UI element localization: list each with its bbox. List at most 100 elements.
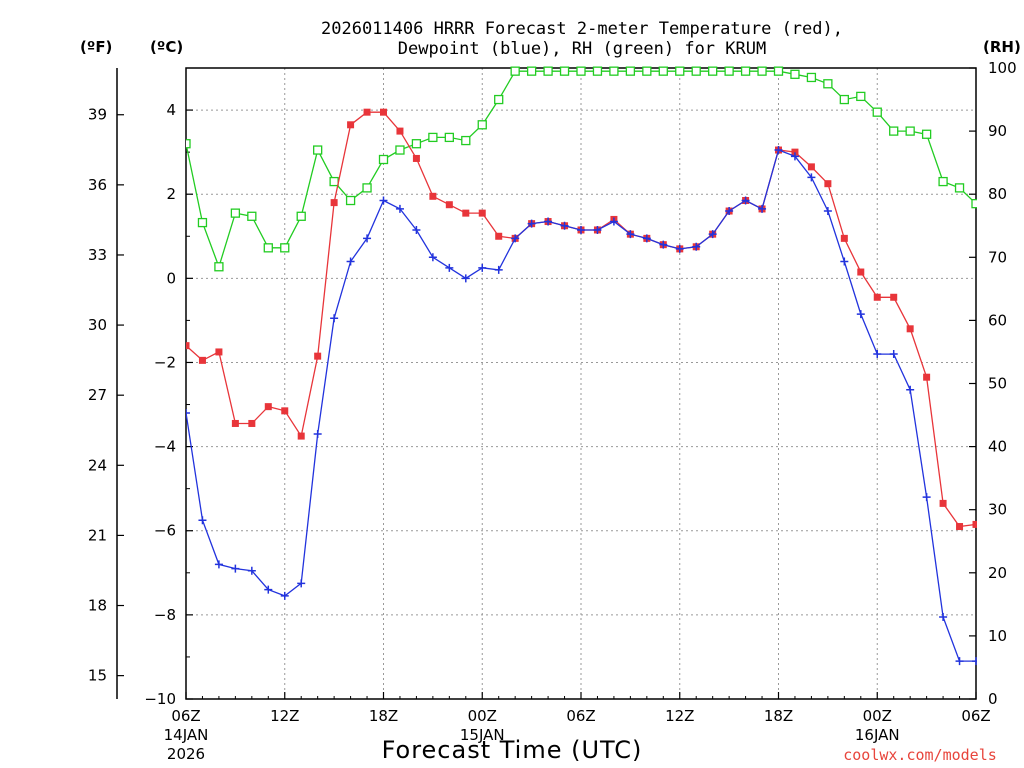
dewpoint-marker (577, 225, 585, 234)
rh-tick-label: 40 (988, 438, 1007, 456)
fahrenheit-tick-label: 24 (88, 456, 107, 474)
x-year-label: 2026 (167, 745, 205, 763)
rh-tick-label: 10 (988, 627, 1007, 645)
fahrenheit-tick-label: 18 (88, 597, 107, 615)
rh-marker (362, 183, 372, 193)
dewpoint-marker (790, 152, 799, 161)
dewpoint-marker (494, 265, 503, 274)
dewpoint-marker (280, 591, 289, 600)
celsius-tick-label: 4 (166, 101, 176, 119)
temperature-marker (281, 407, 289, 415)
dewpoint-marker (675, 244, 684, 253)
x-axis-label: Forecast Time (UTC) (382, 736, 643, 764)
rh-tick-label: 30 (988, 501, 1007, 519)
x-tick-label: 00Z (468, 707, 497, 725)
fahrenheit-tick-label: 36 (88, 176, 107, 194)
dewpoint-marker (264, 585, 273, 594)
dewpoint-marker (922, 493, 931, 502)
rh-marker (543, 66, 553, 76)
dewpoint-marker (889, 350, 898, 359)
x-date-label: 16JAN (855, 726, 900, 744)
rh-marker (296, 211, 306, 221)
dewpoint-marker (692, 242, 701, 251)
rh-marker (247, 211, 257, 221)
rh-marker (790, 69, 800, 79)
temperature-marker (462, 209, 470, 217)
rh-marker (378, 154, 389, 165)
rh-marker (526, 66, 537, 76)
rh-tick-label: 50 (988, 375, 1007, 393)
temperature-marker (495, 232, 503, 240)
dewpoint-marker (758, 204, 767, 213)
rh-marker (625, 66, 636, 76)
rh-marker (592, 66, 603, 76)
fahrenheit-tick-label: 33 (88, 246, 107, 264)
celsius-tick-label: 0 (166, 269, 176, 287)
dewpoint-marker (445, 263, 454, 272)
rh-marker (740, 66, 751, 76)
dewpoint-marker (330, 314, 339, 323)
dewpoint-marker (708, 230, 717, 239)
dewpoint-marker (379, 196, 388, 205)
rh-marker (197, 217, 208, 228)
dewpoint-marker (856, 310, 865, 319)
rh-marker (856, 91, 866, 102)
dewpoint-marker (231, 564, 240, 573)
temperature-marker (231, 419, 239, 427)
x-tick-label: 06Z (171, 707, 200, 725)
rh-marker (691, 66, 701, 76)
celsius-tick-label: −10 (144, 690, 176, 708)
celsius-tick-label: −4 (154, 438, 176, 456)
rh-marker (186, 139, 191, 149)
temperature-marker (890, 293, 898, 301)
temperature-marker (906, 325, 914, 333)
fahrenheit-tick-label: 21 (88, 526, 107, 544)
dewpoint-marker (741, 196, 750, 205)
temperature-marker (380, 108, 387, 116)
rh-marker (411, 139, 422, 149)
rh-marker (675, 66, 685, 76)
dewpoint-marker (346, 257, 355, 266)
celsius-unit-label: (ºC) (150, 38, 183, 56)
x-tick-label: 12Z (665, 707, 694, 725)
rh-marker (971, 199, 977, 209)
dewpoint-marker (906, 385, 915, 394)
temperature-marker (923, 373, 931, 381)
rh-marker (329, 176, 339, 187)
rh-marker (642, 66, 652, 76)
x-date-label: 14JAN (164, 726, 209, 744)
rh-marker (345, 195, 356, 206)
dewpoint-marker (807, 173, 816, 182)
fahrenheit-tick-label: 15 (88, 667, 107, 685)
rh-marker (263, 243, 273, 253)
temperature-marker (264, 403, 272, 411)
dewpoint-marker (609, 217, 618, 226)
rh-tick-label: 80 (988, 185, 1007, 203)
x-tick-label: 18Z (369, 707, 398, 725)
temperature-marker (186, 342, 190, 350)
rh-marker (889, 126, 899, 136)
rh-marker (609, 66, 619, 76)
dewpoint-marker (544, 217, 553, 226)
rh-marker (757, 66, 767, 76)
rh-marker (773, 66, 784, 76)
dewpoint-marker (725, 207, 734, 216)
rh-tick-label: 90 (988, 122, 1007, 140)
dewpoint-marker (428, 253, 437, 262)
credit-text: coolwx.com/models (843, 746, 997, 764)
rh-marker (428, 132, 438, 143)
rh-marker (395, 145, 405, 155)
temperature-marker (445, 201, 453, 209)
rh-marker (559, 66, 570, 76)
rh-marker (230, 208, 241, 218)
rh-marker (872, 107, 882, 117)
x-tick-label: 18Z (764, 707, 793, 725)
rh-marker (806, 72, 817, 83)
rh-marker (477, 120, 487, 130)
fahrenheit-tick-label: 27 (88, 386, 107, 404)
temperature-marker (248, 419, 256, 427)
rh-tick-label: 70 (988, 248, 1007, 266)
temperature-marker (791, 148, 799, 156)
chart-title-line-1: 2026011406 HRRR Forecast 2-meter Tempera… (321, 19, 843, 39)
dewpoint-marker (840, 257, 849, 266)
